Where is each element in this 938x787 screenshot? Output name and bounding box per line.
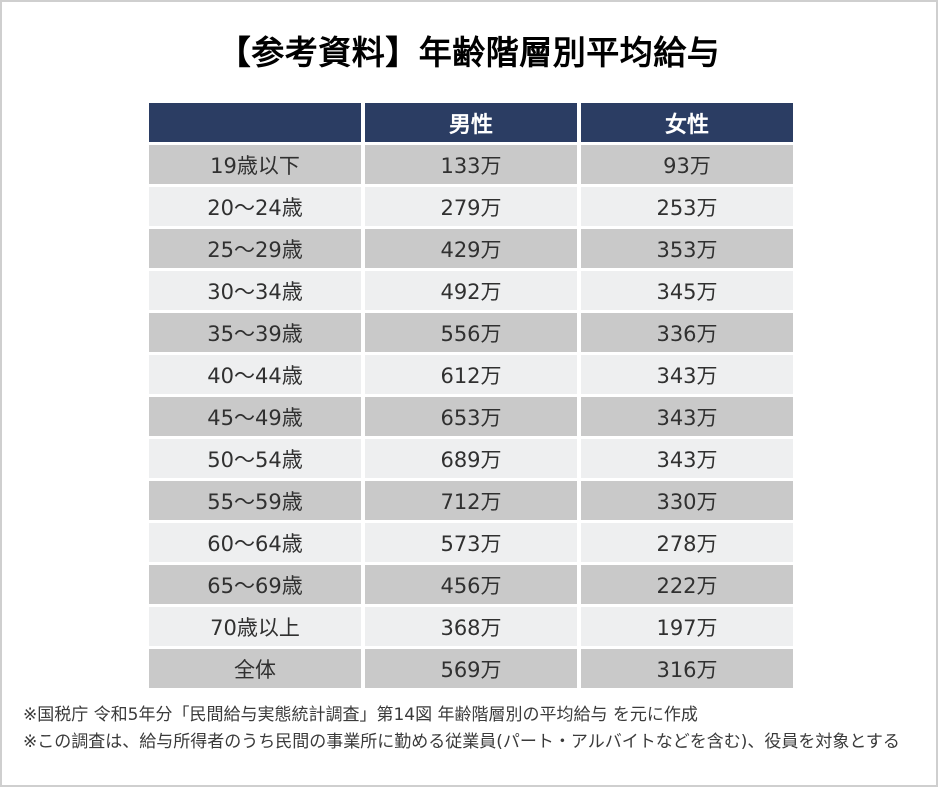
female-value-cell: 336万 <box>581 313 793 352</box>
salary-table: 男性 女性 19歳以下 133万 93万 20〜24歳 279万 253万 25… <box>145 100 797 691</box>
female-value-cell: 343万 <box>581 439 793 478</box>
male-value-cell: 712万 <box>365 481 577 520</box>
table-row: 50〜54歳 689万 343万 <box>149 439 793 478</box>
male-value-cell: 279万 <box>365 187 577 226</box>
age-cell: 19歳以下 <box>149 145 361 184</box>
male-value-cell: 556万 <box>365 313 577 352</box>
male-value-cell: 612万 <box>365 355 577 394</box>
age-cell: 20〜24歳 <box>149 187 361 226</box>
table-header-row: 男性 女性 <box>149 103 793 142</box>
male-value-cell: 492万 <box>365 271 577 310</box>
scope-note: ※この調査は、給与所得者のうち民間の事業所に勤める従業員(パート・アルバイトなど… <box>23 732 900 752</box>
table-row: 30〜34歳 492万 345万 <box>149 271 793 310</box>
male-value-cell: 429万 <box>365 229 577 268</box>
age-cell: 60〜64歳 <box>149 523 361 562</box>
age-cell: 25〜29歳 <box>149 229 361 268</box>
header-cell-female: 女性 <box>581 103 793 142</box>
table-row: 65〜69歳 456万 222万 <box>149 565 793 604</box>
female-value-cell: 316万 <box>581 649 793 688</box>
male-value-cell: 456万 <box>365 565 577 604</box>
age-cell: 全体 <box>149 649 361 688</box>
header-cell-male: 男性 <box>365 103 577 142</box>
age-cell: 65〜69歳 <box>149 565 361 604</box>
female-value-cell: 197万 <box>581 607 793 646</box>
age-cell: 45〜49歳 <box>149 397 361 436</box>
female-value-cell: 253万 <box>581 187 793 226</box>
male-value-cell: 368万 <box>365 607 577 646</box>
female-value-cell: 278万 <box>581 523 793 562</box>
male-value-cell: 133万 <box>365 145 577 184</box>
female-value-cell: 343万 <box>581 355 793 394</box>
female-value-cell: 93万 <box>581 145 793 184</box>
male-value-cell: 653万 <box>365 397 577 436</box>
age-cell: 50〜54歳 <box>149 439 361 478</box>
table-row: 70歳以上 368万 197万 <box>149 607 793 646</box>
female-value-cell: 345万 <box>581 271 793 310</box>
age-cell: 30〜34歳 <box>149 271 361 310</box>
male-value-cell: 689万 <box>365 439 577 478</box>
table-row: 20〜24歳 279万 253万 <box>149 187 793 226</box>
table-row: 35〜39歳 556万 336万 <box>149 313 793 352</box>
table-row: 40〜44歳 612万 343万 <box>149 355 793 394</box>
table-row: 全体 569万 316万 <box>149 649 793 688</box>
table-row: 45〜49歳 653万 343万 <box>149 397 793 436</box>
table-row: 19歳以下 133万 93万 <box>149 145 793 184</box>
salary-table-container: 男性 女性 19歳以下 133万 93万 20〜24歳 279万 253万 25… <box>145 100 797 691</box>
source-note: ※国税庁 令和5年分「民間給与実態統計調査」第14図 年齢階層別の平均給与 を元… <box>23 705 698 725</box>
table-row: 55〜59歳 712万 330万 <box>149 481 793 520</box>
age-cell: 70歳以上 <box>149 607 361 646</box>
male-value-cell: 569万 <box>365 649 577 688</box>
page-title: 【参考資料】年齢階層別平均給与 <box>217 33 721 72</box>
age-cell: 40〜44歳 <box>149 355 361 394</box>
female-value-cell: 330万 <box>581 481 793 520</box>
female-value-cell: 222万 <box>581 565 793 604</box>
table-row: 25〜29歳 429万 353万 <box>149 229 793 268</box>
age-cell: 35〜39歳 <box>149 313 361 352</box>
female-value-cell: 353万 <box>581 229 793 268</box>
age-cell: 55〜59歳 <box>149 481 361 520</box>
male-value-cell: 573万 <box>365 523 577 562</box>
footnotes: ※国税庁 令和5年分「民間給与実態統計調査」第14図 年齢階層別の平均給与 を元… <box>23 702 933 756</box>
header-cell-age <box>149 103 361 142</box>
table-row: 60〜64歳 573万 278万 <box>149 523 793 562</box>
female-value-cell: 343万 <box>581 397 793 436</box>
